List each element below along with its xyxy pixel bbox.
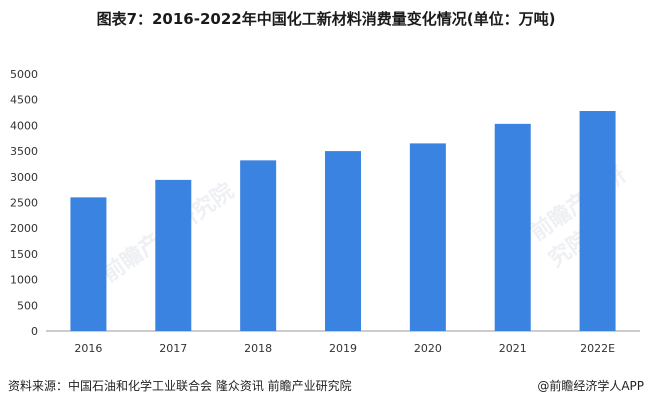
x-tick-label: 2021	[499, 342, 527, 355]
x-tick-label: 2016	[74, 342, 102, 355]
y-tick-label: 2000	[10, 222, 38, 235]
bar-2020	[409, 143, 446, 331]
bar-2021	[494, 123, 531, 331]
y-tick-label: 3000	[10, 171, 38, 184]
footer: 资料来源：中国石油和化学工业联合会 隆众资讯 前瞻产业研究院 @前瞻经济学人AP…	[8, 377, 644, 397]
y-tick-label: 2500	[10, 197, 38, 210]
y-tick-label: 1500	[10, 248, 38, 261]
bar-chart: 0 500 1000 1500 2000 2500 3000 3500 4000 4500 5000…	[10, 68, 640, 355]
y-tick-label: 4500	[10, 94, 38, 107]
y-tick-label: 5000	[10, 68, 38, 81]
y-tick-label: 0	[31, 325, 38, 338]
y-tick-label: 1000	[10, 274, 38, 287]
chart-title: 图表7：2016-2022年中国化工新材料消费量变化情况(单位：万吨)	[96, 10, 556, 28]
credit-note: @前瞻经济学人APP	[537, 379, 644, 393]
x-tick-label: 2018	[244, 342, 272, 355]
y-tick-label: 4000	[10, 119, 38, 132]
bar-2022E	[579, 111, 616, 332]
x-tick-label: 2019	[329, 342, 357, 355]
x-tick-label: 2017	[159, 342, 187, 355]
bar-2018	[240, 160, 277, 331]
x-tick-label: 2020	[414, 342, 442, 355]
source-note: 资料来源：中国石油和化学工业联合会 隆众资讯 前瞻产业研究院	[8, 379, 352, 393]
bar-2019	[325, 151, 361, 331]
y-tick-label: 3500	[10, 145, 38, 158]
y-tick-label: 500	[17, 299, 38, 312]
bar-2016	[70, 197, 107, 331]
x-tick-label: 2022E	[580, 342, 615, 355]
bar-2017	[155, 179, 192, 331]
